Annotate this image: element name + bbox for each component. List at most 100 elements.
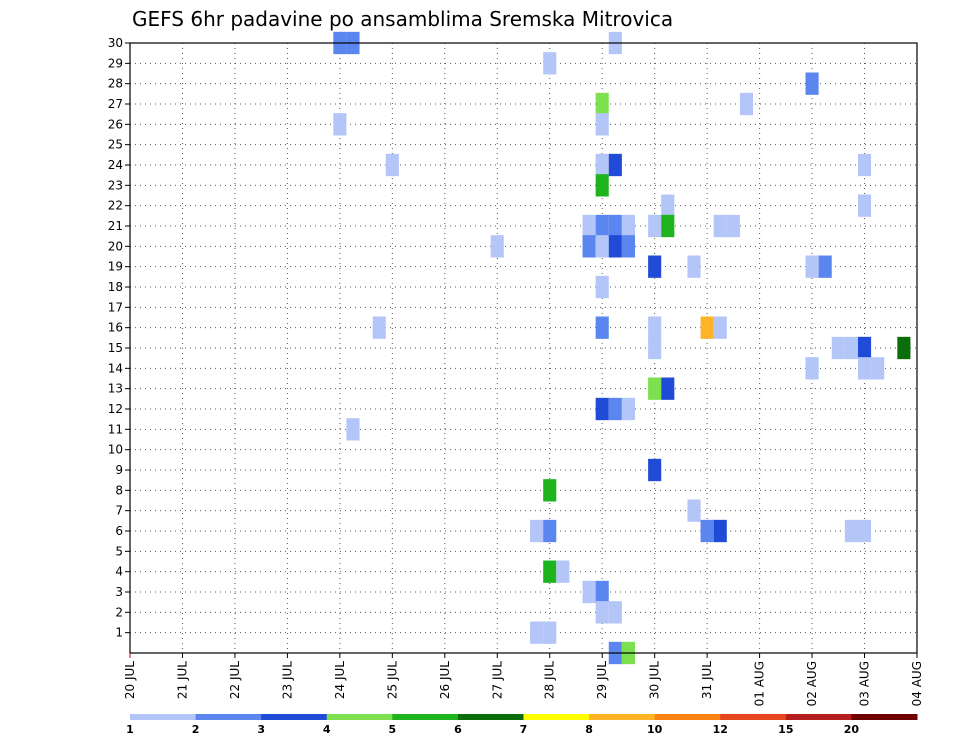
x-tick-label: 26 JUL bbox=[438, 661, 452, 699]
precip-cell bbox=[700, 316, 714, 339]
precip-cell bbox=[530, 621, 544, 644]
chart-title: GEFS 6hr padavine po ansamblima Sremska … bbox=[132, 7, 673, 31]
precip-cell bbox=[844, 336, 858, 360]
x-tick-label: 24 JUL bbox=[333, 661, 347, 699]
y-tick-label: 5 bbox=[115, 544, 123, 558]
precip-cell bbox=[595, 316, 609, 339]
y-tick-label: 17 bbox=[108, 300, 123, 314]
y-tick-label: 9 bbox=[115, 463, 123, 477]
precip-cell bbox=[648, 336, 662, 360]
precip-cell bbox=[726, 214, 740, 238]
y-tick-label: 7 bbox=[115, 504, 123, 518]
precip-cell bbox=[818, 255, 832, 278]
precip-cell bbox=[648, 458, 662, 482]
x-tick-label: 04 AUG bbox=[910, 661, 924, 706]
legend-swatch bbox=[654, 714, 721, 720]
y-tick-label: 18 bbox=[108, 280, 123, 294]
precip-cell bbox=[595, 580, 609, 604]
legend-label: 6 bbox=[454, 723, 462, 736]
y-tick-label: 10 bbox=[108, 443, 123, 457]
x-tick-label: 21 JUL bbox=[175, 661, 189, 699]
y-tick-label: 23 bbox=[108, 178, 123, 192]
precip-cell bbox=[608, 601, 622, 624]
precip-cell bbox=[857, 519, 872, 543]
x-tick-label: 20 JUL bbox=[123, 661, 137, 699]
x-tick-label: 02 AUG bbox=[805, 661, 819, 706]
precip-cell bbox=[871, 357, 885, 380]
precip-cell bbox=[595, 92, 609, 116]
y-tick-label: 4 bbox=[115, 565, 123, 579]
legend-swatch bbox=[851, 714, 918, 720]
precip-cell bbox=[844, 519, 858, 543]
precip-cell bbox=[385, 153, 399, 177]
precip-cell bbox=[346, 418, 360, 441]
precip-cell bbox=[608, 235, 622, 258]
legend-label: 8 bbox=[585, 723, 593, 736]
precip-cell bbox=[713, 519, 727, 543]
legend-swatch bbox=[130, 714, 197, 720]
precip-cell bbox=[648, 214, 662, 238]
y-tick-label: 8 bbox=[115, 483, 123, 497]
y-tick-label: 1 bbox=[115, 626, 123, 640]
precip-cell bbox=[333, 113, 347, 136]
y-tick-label: 15 bbox=[108, 341, 123, 355]
legend-label: 10 bbox=[647, 723, 663, 736]
legend-swatch bbox=[457, 714, 524, 720]
y-tick-label: 20 bbox=[108, 239, 123, 253]
legend-label: 3 bbox=[257, 723, 265, 736]
x-tick-label: 29 JUL bbox=[595, 661, 609, 699]
precip-cell bbox=[831, 336, 845, 360]
precip-cell bbox=[595, 397, 609, 421]
legend-swatch bbox=[261, 714, 328, 720]
precip-cell bbox=[595, 601, 609, 624]
precip-cell bbox=[897, 336, 911, 360]
y-tick-label: 14 bbox=[108, 361, 123, 375]
y-axis: 1234567891011121314151617181920212223242… bbox=[108, 36, 130, 640]
legend-swatch bbox=[392, 714, 459, 720]
data-cells bbox=[333, 31, 911, 665]
x-axis: 20 JUL 21 JUL 22 JUL 23 JUL 24 JUL 25 JUL 26 J… bbox=[123, 653, 924, 706]
precip-cell bbox=[543, 52, 557, 75]
y-tick-label: 25 bbox=[108, 138, 123, 152]
legend-label: 4 bbox=[323, 723, 331, 736]
legend-label: 15 bbox=[778, 723, 793, 736]
precip-cell bbox=[700, 519, 714, 543]
precip-cell bbox=[543, 560, 557, 583]
precip-cell bbox=[530, 519, 544, 543]
y-tick-label: 27 bbox=[108, 97, 123, 111]
y-tick-label: 21 bbox=[108, 219, 123, 233]
precip-cell bbox=[805, 72, 819, 95]
y-tick-label: 19 bbox=[108, 260, 123, 274]
precip-cell bbox=[595, 275, 609, 299]
color-legend: 1 2 3 4 5 6 7 8 10 12 15 20 bbox=[126, 714, 918, 736]
precip-cell bbox=[739, 92, 754, 116]
precip-cell bbox=[582, 580, 596, 604]
x-tick-label: 01 AUG bbox=[753, 661, 767, 706]
precip-cell bbox=[687, 499, 701, 522]
x-tick-label: 31 JUL bbox=[700, 661, 714, 699]
precip-cell bbox=[608, 153, 622, 177]
y-tick-label: 2 bbox=[115, 605, 123, 619]
y-tick-label: 11 bbox=[108, 422, 123, 436]
precip-cell bbox=[608, 214, 622, 238]
y-tick-label: 3 bbox=[115, 585, 123, 599]
precip-cell bbox=[648, 377, 662, 400]
legend-label: 5 bbox=[389, 723, 397, 736]
x-tick-label: 22 JUL bbox=[228, 661, 242, 699]
legend-swatch bbox=[195, 714, 262, 720]
legend-swatch bbox=[589, 714, 656, 720]
precip-cell bbox=[621, 235, 635, 258]
y-tick-label: 24 bbox=[108, 158, 123, 172]
precip-cell bbox=[713, 316, 727, 339]
legend-label: 20 bbox=[844, 723, 860, 736]
y-tick-label: 12 bbox=[108, 402, 123, 416]
precip-cell bbox=[582, 235, 596, 258]
precip-cell bbox=[857, 357, 872, 380]
y-tick-label: 30 bbox=[108, 36, 123, 50]
precip-cell bbox=[543, 519, 557, 543]
y-tick-label: 26 bbox=[108, 117, 123, 131]
precip-cell bbox=[805, 255, 819, 278]
precip-cell bbox=[595, 174, 609, 197]
x-tick-label: 28 JUL bbox=[543, 661, 557, 699]
